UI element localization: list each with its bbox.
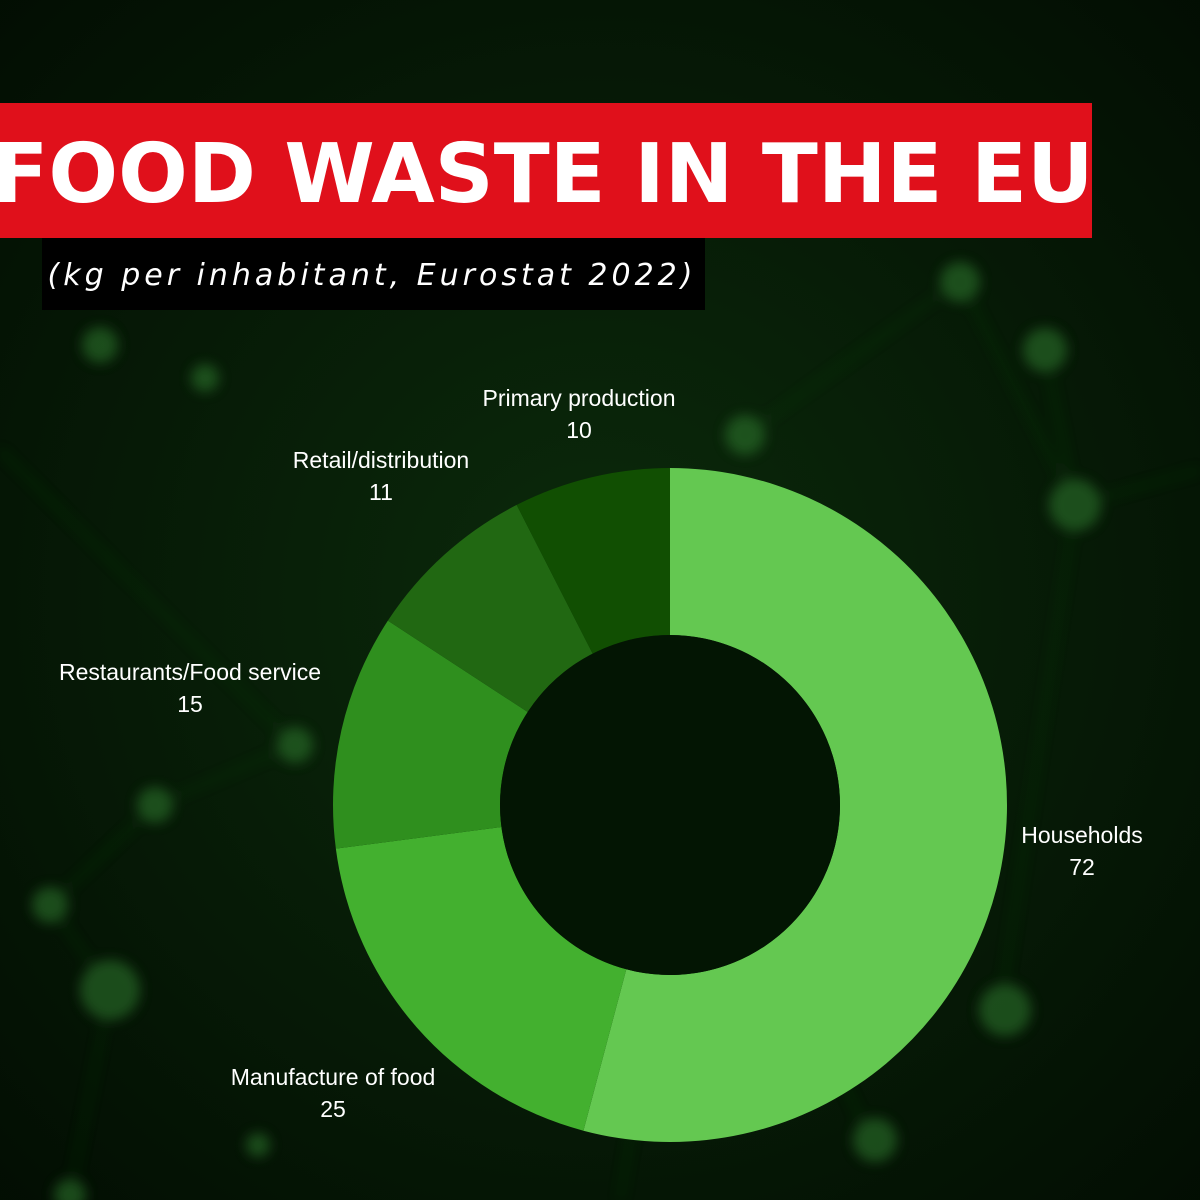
chart-subtitle: (kg per inhabitant, Eurostat 2022) (48, 258, 697, 293)
slice-label: Manufacture of food (231, 1064, 436, 1090)
value-label: 15 (177, 691, 203, 717)
chart-title: FOOD WASTE IN THE EU (0, 127, 1094, 222)
slice-label: Retail/distribution (293, 447, 469, 473)
donut-slice (583, 468, 1007, 1142)
donut: Households 72 Manufacture of food 25 Restaur… (59, 385, 1143, 1142)
slice-label: Restaurants/Food service (59, 659, 321, 685)
title-banner (0, 103, 1092, 238)
slice-label: Households (1021, 822, 1142, 848)
value-label: 10 (566, 417, 592, 443)
slice-label: Primary production (482, 385, 675, 411)
donut-slice (516, 468, 670, 654)
donut-slice (335, 827, 627, 1131)
donut-hole (500, 635, 840, 975)
donut-slice (387, 504, 593, 713)
value-label: 25 (320, 1096, 346, 1122)
subtitle-box (42, 238, 705, 310)
donut-slice (333, 620, 528, 849)
value-label: 11 (369, 479, 393, 505)
value-label: 72 (1069, 854, 1095, 880)
